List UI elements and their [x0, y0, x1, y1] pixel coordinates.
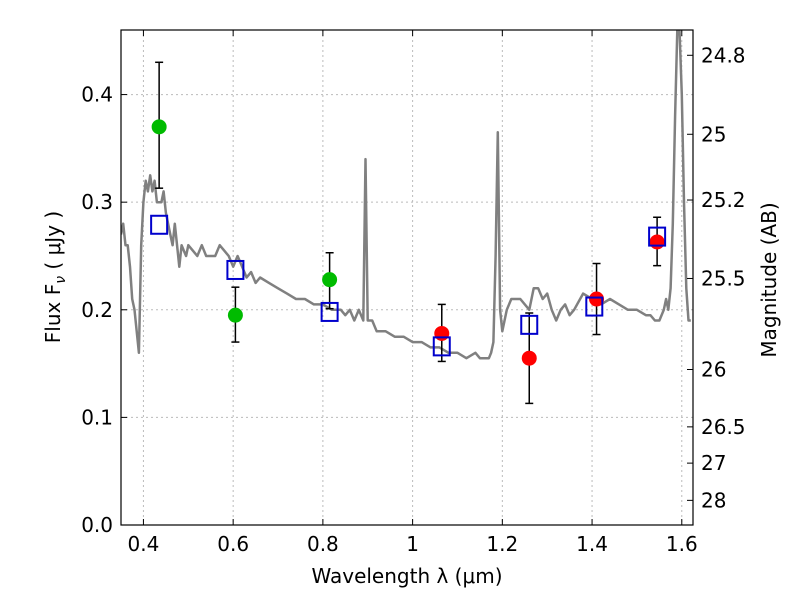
- x-tick-label: 0.8: [307, 532, 339, 556]
- model-photometry-square: [585, 296, 604, 317]
- y2-tick-label: 25: [701, 122, 726, 146]
- y2-tick-label: 26.5: [701, 415, 746, 439]
- x-tick-label: 1.4: [576, 532, 608, 556]
- red-data-point: [589, 291, 605, 307]
- model-photometry-square: [432, 336, 451, 357]
- x-tick-label: 0.6: [217, 532, 249, 556]
- model-photometry-square: [520, 314, 539, 335]
- plot-area: [121, 30, 691, 405]
- model-photometry-square: [648, 226, 667, 247]
- y-axis-label-subscript: ν: [53, 276, 69, 284]
- secondary-y-axis-label: Magnitude (AB): [757, 202, 781, 357]
- x-axis: 0.4 0.6 0.8 1 1.2 1.4 1.6: [128, 30, 698, 556]
- y-tick-label: 0.3: [81, 190, 113, 214]
- y-tick-label: 0.2: [81, 298, 113, 322]
- green-data-point: [151, 119, 167, 135]
- y-tick-label: 0.1: [81, 405, 113, 429]
- y2-tick-label: 25.5: [701, 266, 746, 290]
- x-tick-label: 1: [406, 532, 419, 556]
- model-photometry-square: [226, 259, 245, 280]
- model-photometry-square: [150, 214, 169, 235]
- y-tick-label: 0.0: [81, 513, 113, 537]
- y2-tick-label: 26: [701, 358, 726, 382]
- y2-tick-label: 25.2: [701, 188, 746, 212]
- secondary-y-axis: 24.8 25 25.2 25.5 26 26.5 27 28: [687, 43, 746, 512]
- y-axis: 0.0 0.1 0.2 0.3 0.4: [81, 83, 127, 537]
- green-data-point: [227, 307, 243, 323]
- red-data-point: [649, 234, 665, 250]
- y-tick-label: 0.4: [81, 83, 113, 107]
- x-tick-label: 1.6: [666, 532, 698, 556]
- y-axis-label-unit: ( μJy ): [41, 211, 65, 276]
- x-axis-label: Wavelength λ (μm): [311, 564, 502, 588]
- y2-tick-label: 24.8: [701, 43, 746, 67]
- y2-tick-label: 27: [701, 451, 726, 475]
- x-tick-label: 0.4: [128, 532, 160, 556]
- red-data-point: [521, 350, 537, 366]
- y-axis-label-main: Flux F: [41, 284, 65, 343]
- y-axis-label: Flux Fν ( μJy ): [41, 211, 69, 343]
- grid-lines: [121, 30, 693, 526]
- y2-tick-label: 28: [701, 488, 726, 512]
- model-photometry-square: [320, 301, 339, 322]
- plot-frame: [120, 29, 694, 526]
- red-data-point: [434, 325, 450, 341]
- green-data-point: [322, 272, 338, 288]
- x-tick-label: 1.2: [486, 532, 518, 556]
- model-spectrum-line: [121, 30, 691, 360]
